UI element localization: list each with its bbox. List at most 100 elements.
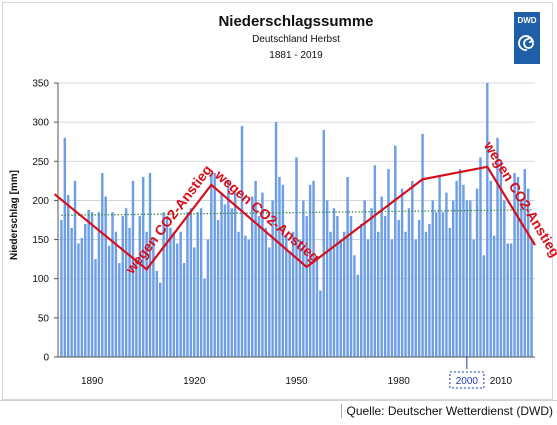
bar	[138, 216, 141, 357]
bar	[472, 239, 475, 357]
bar	[475, 188, 479, 357]
bar	[298, 239, 302, 357]
bar	[172, 231, 176, 357]
bar	[414, 239, 417, 357]
bar	[182, 263, 186, 357]
bar	[387, 169, 390, 357]
bar	[288, 251, 291, 357]
bar	[193, 247, 196, 357]
bar	[486, 83, 489, 357]
bar	[250, 196, 254, 357]
bar	[445, 192, 448, 357]
bar	[513, 173, 516, 357]
bar	[339, 239, 343, 357]
bar	[285, 235, 288, 357]
bar	[203, 278, 206, 357]
bar	[121, 216, 124, 357]
bar	[90, 212, 94, 357]
bar	[431, 200, 435, 357]
bar	[107, 245, 111, 357]
bar	[158, 282, 162, 357]
bar	[428, 223, 431, 357]
bar	[411, 180, 414, 357]
bar	[104, 196, 107, 357]
logo-text: DWD	[517, 16, 536, 25]
bar	[240, 126, 244, 357]
chart-subtitle: Deutschland Herbst	[252, 34, 340, 45]
bar	[101, 173, 104, 357]
bar	[523, 169, 526, 357]
bar	[499, 161, 503, 357]
bar	[360, 223, 363, 357]
bar	[210, 173, 213, 357]
bar	[70, 227, 73, 357]
bar	[469, 200, 472, 357]
bar	[128, 227, 131, 357]
bar	[452, 200, 455, 357]
y-tick-label: 0	[43, 353, 49, 364]
bar	[165, 216, 169, 357]
annotation-line	[53, 165, 536, 271]
bar	[516, 176, 520, 357]
bar	[509, 243, 513, 357]
bar	[407, 208, 411, 357]
bar	[380, 196, 383, 357]
bar	[60, 220, 63, 357]
bar	[377, 231, 380, 357]
y-tick-label: 300	[32, 118, 49, 129]
bar	[492, 235, 496, 357]
bar	[213, 173, 216, 357]
dwd-logo-icon: DWD	[514, 12, 540, 64]
bar	[220, 192, 223, 357]
bar	[278, 176, 281, 357]
bar	[152, 239, 155, 357]
bar	[237, 231, 240, 357]
bar	[349, 216, 353, 357]
bar	[462, 184, 465, 357]
y-tick-label: 100	[32, 274, 49, 285]
bar	[329, 231, 332, 357]
bar	[370, 208, 373, 357]
bar	[73, 180, 77, 357]
bar	[77, 243, 80, 357]
trend-line-path	[61, 209, 532, 216]
y-tick-label: 250	[32, 157, 49, 168]
bar	[216, 220, 220, 357]
x-tick-label-highlighted: 2000	[456, 376, 479, 387]
bar	[244, 235, 247, 357]
bar	[479, 157, 482, 357]
bar	[312, 180, 315, 357]
bar	[124, 208, 128, 357]
bar	[247, 239, 251, 357]
x-tick-label: 1920	[183, 376, 206, 387]
bar	[196, 212, 199, 357]
bar	[482, 255, 486, 357]
bar	[179, 231, 182, 357]
precipitation-chart: Niederschlagssumme Deutschland Herbst 18…	[9, 12, 557, 389]
bar	[291, 231, 295, 357]
bar	[322, 129, 325, 357]
x-tick-label: 1890	[81, 376, 104, 387]
bar	[356, 274, 360, 357]
bar	[268, 247, 271, 357]
bar	[264, 227, 268, 357]
bar	[114, 231, 118, 357]
bar	[84, 223, 87, 357]
bar	[302, 200, 305, 357]
bar	[397, 220, 400, 357]
bar	[94, 259, 97, 357]
highlight-box	[449, 371, 485, 389]
bar	[400, 188, 404, 357]
y-axis-label: Niederschlag [mm]	[9, 170, 20, 260]
y-axis-ticks: 0 50 100 150 200 250 300 350	[32, 79, 58, 364]
trend-line	[61, 209, 532, 216]
bar	[271, 200, 274, 357]
bar	[503, 200, 506, 357]
bar	[404, 231, 407, 357]
bar	[455, 180, 458, 357]
bar	[520, 200, 523, 357]
bar	[135, 259, 138, 357]
bar	[332, 208, 336, 357]
x-tick-label: 1980	[388, 376, 411, 387]
bar	[441, 212, 445, 357]
